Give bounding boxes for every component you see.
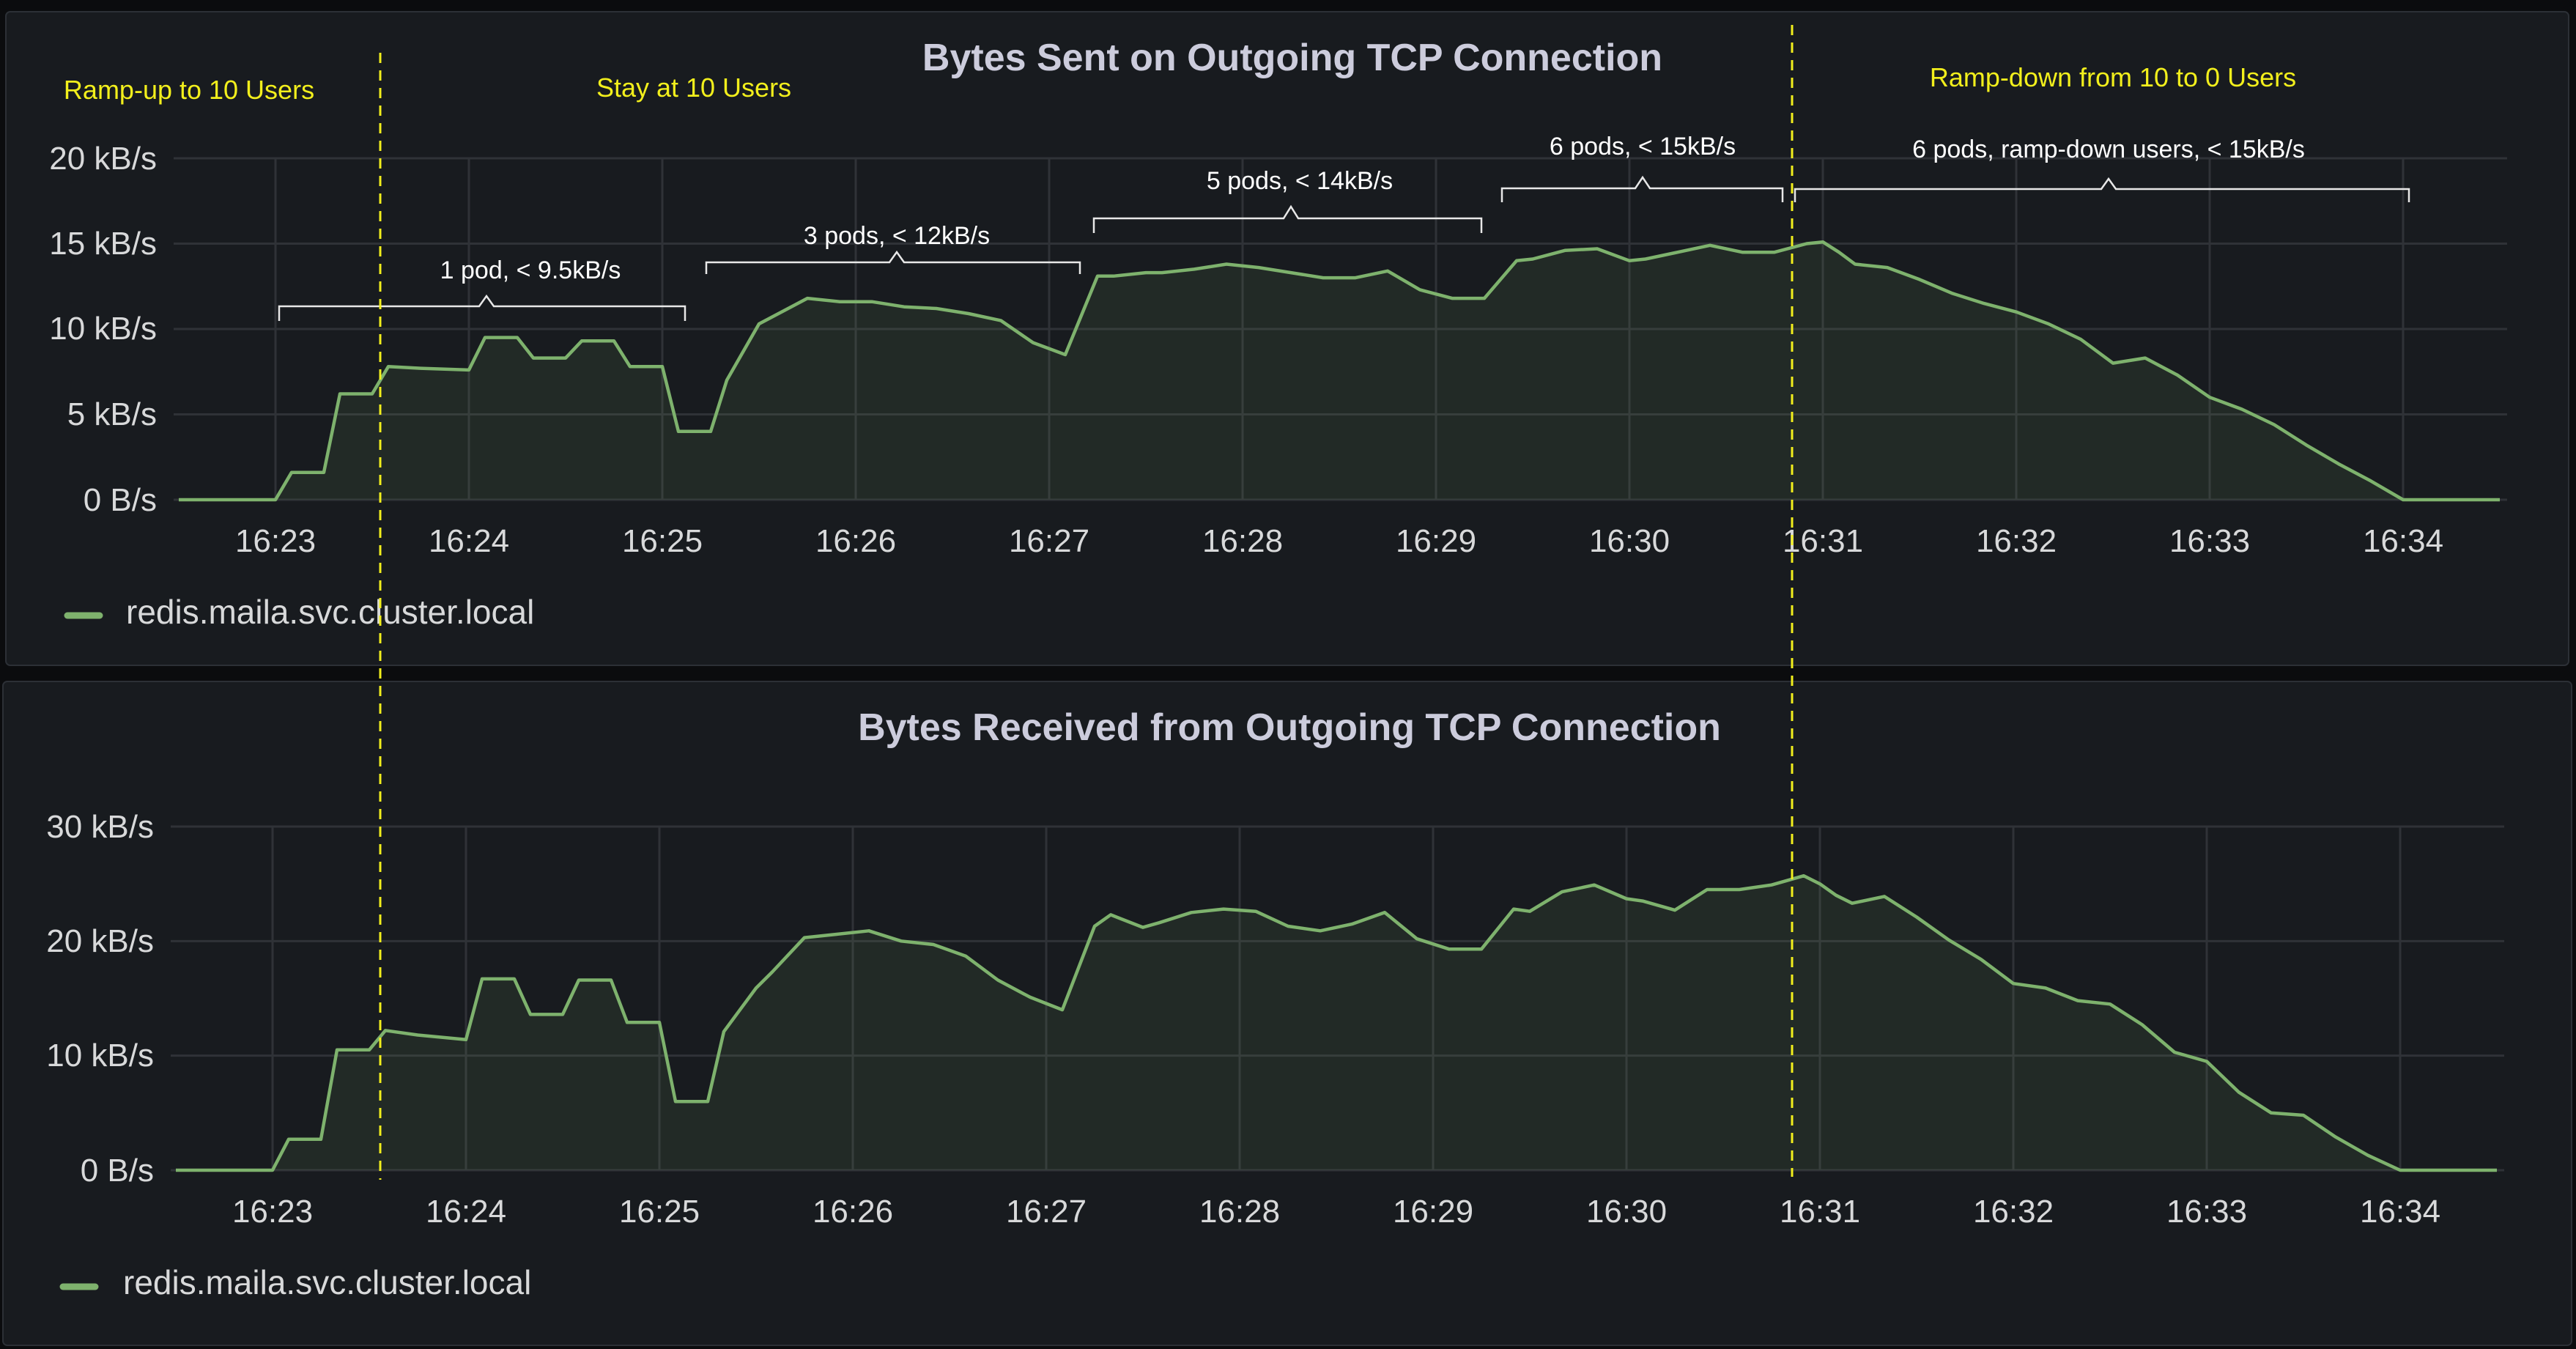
x-tick-label: 16:33 [2169, 523, 2250, 559]
panel-title: Bytes Received from Outgoing TCP Connect… [858, 706, 1721, 749]
annotation-label: 3 pods, < 12kB/s [804, 222, 990, 250]
annotation-brace [1794, 177, 2410, 202]
plot-grid [174, 157, 2507, 501]
y-axis-ticks: 0 B/s 10 kB/s 20 kB/s 30 kB/s [46, 809, 154, 1189]
x-tick-label: 16:30 [1589, 523, 1670, 559]
series-area-fill [179, 242, 2500, 500]
x-tick-label: 16:26 [815, 523, 896, 559]
annotation-brace [1092, 204, 1483, 233]
phase-label-ramp-up: Ramp-up to 10 Users [64, 75, 314, 105]
annotation-brace [278, 294, 686, 321]
y-tick-label: 0 B/s [84, 482, 157, 518]
x-tick-label: 16:25 [619, 1194, 700, 1230]
x-tick-label: 16:32 [1976, 523, 2057, 559]
data-series[interactable] [176, 873, 2497, 1172]
series-line[interactable] [179, 240, 2500, 502]
phase-markers: Ramp-up to 10 Users Stay at 10 Users Ram… [64, 25, 2296, 1180]
phase-label-steady: Stay at 10 Users [596, 73, 791, 103]
series-area-fill [176, 876, 2497, 1170]
x-tick-label: 16:28 [1202, 523, 1283, 559]
y-tick-label: 0 B/s [81, 1153, 154, 1189]
annotation-brace [705, 250, 1081, 274]
legend-label[interactable]: redis.maila.svc.cluster.local [123, 1263, 531, 1301]
annotation-label: 1 pod, < 9.5kB/s [440, 256, 621, 284]
annotation-label: 5 pods, < 14kB/s [1207, 167, 1393, 195]
x-tick-label: 16:23 [235, 523, 316, 559]
x-tick-label: 16:29 [1393, 1194, 1473, 1230]
y-tick-label: 20 kB/s [49, 141, 157, 177]
legend[interactable]: redis.maila.svc.cluster.local [59, 1263, 531, 1301]
x-tick-label: 16:34 [2363, 523, 2443, 559]
data-series[interactable] [179, 240, 2500, 502]
x-axis-ticks: 16:23 16:24 16:25 16:26 16:27 16:28 16:2… [235, 523, 2443, 559]
x-tick-label: 16:24 [426, 1194, 506, 1230]
x-tick-label: 16:30 [1586, 1194, 1667, 1230]
x-tick-label: 16:26 [813, 1194, 893, 1230]
x-tick-label: 16:25 [622, 523, 703, 559]
y-tick-label: 10 kB/s [46, 1038, 154, 1073]
x-tick-label: 16:29 [1396, 523, 1476, 559]
x-tick-label: 16:27 [1009, 523, 1089, 559]
x-tick-label: 16:33 [2166, 1194, 2247, 1230]
panel-background [5, 11, 2569, 666]
legend[interactable]: redis.maila.svc.cluster.local [64, 593, 534, 631]
x-tick-label: 16:27 [1006, 1194, 1087, 1230]
annotation-brace [1500, 175, 1784, 202]
x-tick-label: 16:34 [2360, 1194, 2440, 1230]
panel-bytes-sent: Bytes Sent on Outgoing TCP Connection 0 … [5, 11, 2569, 666]
legend-label[interactable]: redis.maila.svc.cluster.local [126, 593, 534, 631]
x-tick-label: 16:32 [1973, 1194, 2054, 1230]
x-tick-label: 16:31 [1780, 1194, 1860, 1230]
y-tick-label: 5 kB/s [67, 396, 157, 432]
y-axis-ticks: 0 B/s 5 kB/s 10 kB/s 15 kB/s 20 kB/s [49, 141, 157, 518]
x-tick-label: 16:23 [232, 1194, 313, 1230]
x-tick-label: 16:24 [429, 523, 509, 559]
y-tick-label: 20 kB/s [46, 923, 154, 959]
phase-label-ramp-down: Ramp-down from 10 to 0 Users [1930, 62, 2296, 92]
y-tick-label: 30 kB/s [46, 809, 154, 845]
series-line[interactable] [176, 873, 2497, 1172]
annotation-label: 6 pods, < 15kB/s [1550, 133, 1736, 160]
y-tick-label: 15 kB/s [49, 226, 157, 262]
y-tick-label: 10 kB/s [49, 311, 157, 347]
panel-title: Bytes Sent on Outgoing TCP Connection [922, 37, 1662, 79]
x-axis-ticks: 16:23 16:24 16:25 16:26 16:27 16:28 16:2… [232, 1194, 2440, 1230]
panel-background [2, 681, 2572, 1346]
plot-grid [171, 825, 2504, 1172]
panel-bytes-received: Bytes Received from Outgoing TCP Connect… [2, 681, 2572, 1346]
pod-annotations: 1 pod, < 9.5kB/s 3 pods, < 12kB/s 5 pods… [278, 133, 2410, 321]
x-tick-label: 16:31 [1783, 523, 1863, 559]
annotation-label: 6 pods, ramp-down users, < 15kB/s [1912, 136, 2305, 163]
x-tick-label: 16:28 [1199, 1194, 1280, 1230]
